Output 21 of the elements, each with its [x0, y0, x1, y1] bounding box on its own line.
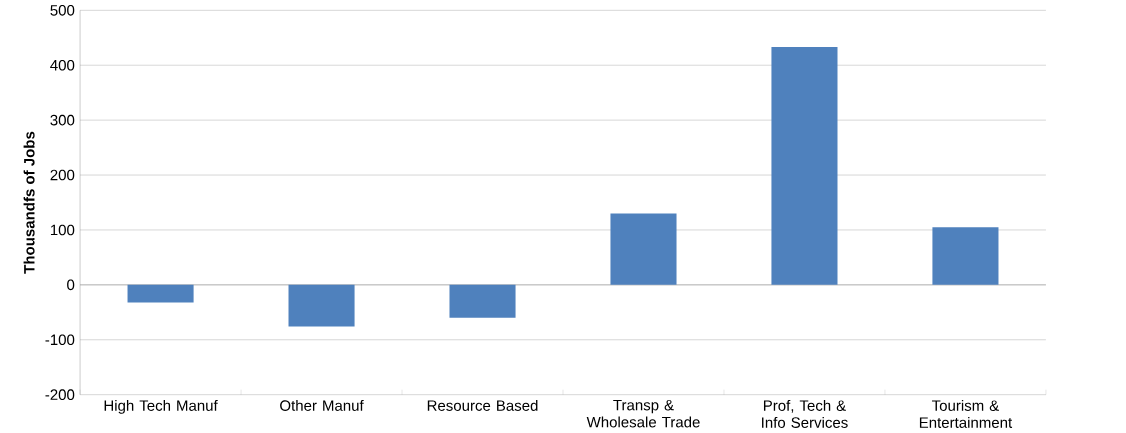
- y-tick-label: 400: [50, 59, 75, 71]
- x-tick-label: Resource Based: [427, 399, 538, 411]
- y-tick-label: 100: [50, 224, 75, 236]
- bar: [127, 284, 194, 303]
- y-tick-label: 300: [50, 114, 75, 126]
- y-tick-label: 200: [50, 169, 75, 181]
- x-tick-label: Prof, Tech & Info Services: [762, 399, 848, 428]
- bar: [771, 47, 838, 285]
- y-tick-label: -200: [45, 389, 75, 401]
- bar: [449, 284, 516, 318]
- y-axis-title: Thousandfs of Jobs: [23, 131, 35, 274]
- x-tick-label: High Tech Manuf: [104, 399, 218, 414]
- x-tick-label: Other Manuf: [280, 399, 364, 411]
- bar: [288, 284, 355, 327]
- x-tick-label: Transp & Wholesale Trade: [586, 399, 700, 428]
- x-tick-label: Tourism & Entertainment: [919, 399, 1013, 428]
- bar: [610, 213, 677, 285]
- y-tick-label: 500: [50, 5, 75, 16]
- bar: [932, 227, 999, 285]
- y-tick-label: 0: [67, 279, 75, 291]
- y-tick-label: -100: [45, 334, 75, 346]
